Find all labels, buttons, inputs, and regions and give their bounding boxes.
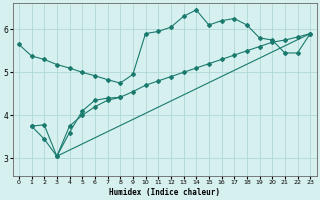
X-axis label: Humidex (Indice chaleur): Humidex (Indice chaleur): [109, 188, 220, 197]
